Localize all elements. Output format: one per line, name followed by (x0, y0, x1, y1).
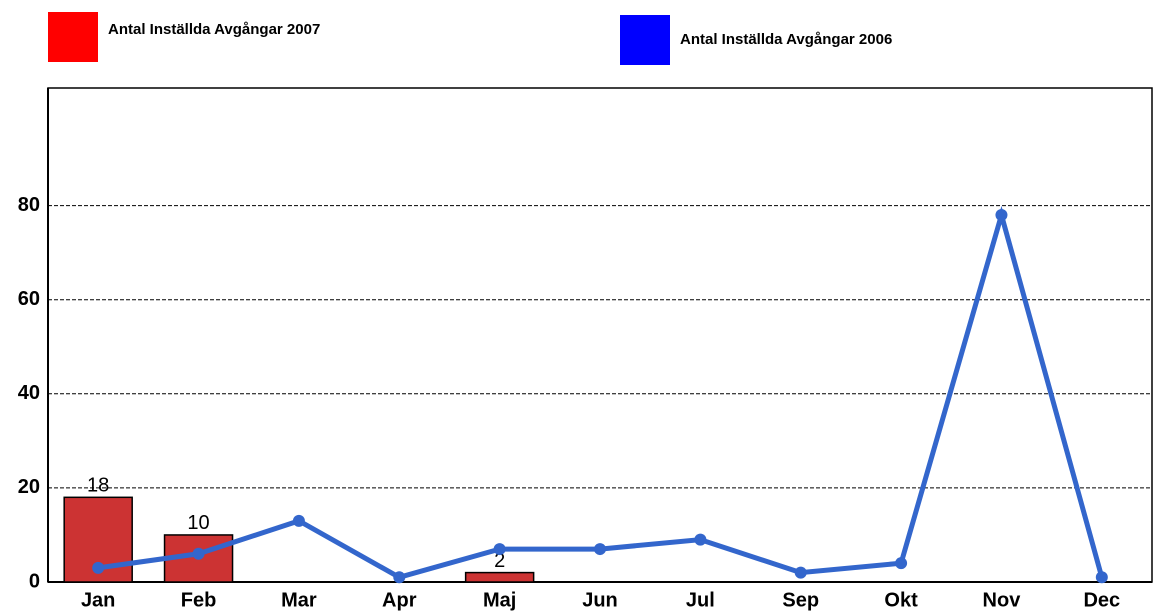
line-point (292, 514, 305, 527)
bar (464, 571, 535, 583)
x-tick-label: Jan (81, 589, 115, 611)
data-label: 2 (494, 550, 505, 572)
x-tick-label: Apr (382, 589, 417, 611)
x-tick-label: Mar (281, 589, 317, 611)
legend-swatch (620, 15, 670, 65)
legend-label: Antal Inställda Avgångar 2007 (108, 21, 320, 38)
x-tick-label: Jun (582, 589, 618, 611)
line-point (594, 543, 606, 556)
line (97, 205, 1105, 580)
line-point (1095, 571, 1108, 584)
line-point (995, 209, 1008, 222)
y-tick-label: 60 (18, 288, 40, 310)
line-point (794, 566, 807, 579)
x-tick-label: Dec (1083, 589, 1120, 611)
x-tick-label: Nov (983, 589, 1022, 611)
line-point (895, 557, 908, 570)
x-tick-label: Feb (181, 589, 217, 611)
data-label: 18 (87, 475, 109, 497)
line-point (192, 547, 205, 560)
x-tick-label: Okt (884, 589, 918, 611)
y-tick-label: 0 (29, 570, 40, 592)
legend-swatch (48, 12, 98, 62)
y-tick-label: 40 (18, 382, 40, 404)
line-point (92, 561, 105, 574)
line-point (493, 543, 506, 556)
x-tick-label: Sep (782, 589, 819, 611)
line-point (694, 533, 707, 546)
data-label: 10 (187, 512, 209, 534)
legend-label: Antal Inställda Avgångar 2006 (680, 31, 892, 48)
y-tick-label: 20 (18, 476, 40, 498)
x-tick-label: Maj (483, 589, 516, 611)
y-tick-label: 80 (18, 194, 40, 216)
plot-frame (47, 87, 1153, 583)
line-point (393, 571, 406, 584)
x-tick-label: Jul (686, 589, 715, 611)
